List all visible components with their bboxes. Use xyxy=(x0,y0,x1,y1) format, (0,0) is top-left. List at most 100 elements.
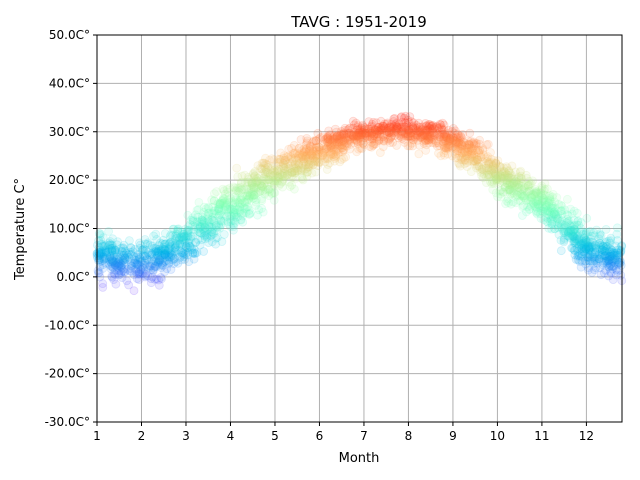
data-point xyxy=(445,135,455,145)
data-point xyxy=(114,257,124,267)
data-point xyxy=(289,184,299,194)
data-point xyxy=(307,168,317,178)
data-point xyxy=(104,226,113,236)
y-tick-label: 20.0C° xyxy=(49,173,90,187)
data-point xyxy=(299,165,309,175)
data-point xyxy=(182,226,192,236)
data-point xyxy=(402,129,412,139)
data-point xyxy=(504,173,514,182)
data-point xyxy=(579,244,589,254)
data-point xyxy=(489,171,499,181)
data-point xyxy=(384,123,394,133)
data-point xyxy=(265,175,274,185)
data-point xyxy=(585,226,595,236)
y-tick-label: 30.0C° xyxy=(49,125,90,139)
data-point xyxy=(308,154,318,164)
data-point xyxy=(519,193,529,203)
data-point xyxy=(111,279,121,289)
data-point xyxy=(334,140,344,150)
grid xyxy=(96,34,622,423)
data-point xyxy=(474,162,484,172)
data-point xyxy=(343,136,353,145)
data-point xyxy=(481,178,491,188)
data-point xyxy=(579,233,589,243)
data-point xyxy=(383,134,393,144)
data-point xyxy=(483,152,493,161)
data-point xyxy=(330,133,340,143)
data-point xyxy=(219,230,229,239)
data-point xyxy=(327,146,337,156)
data-point xyxy=(270,164,280,174)
data-point xyxy=(464,139,474,149)
data-point xyxy=(537,181,547,191)
data-point xyxy=(403,129,413,139)
data-point xyxy=(193,205,203,215)
data-point xyxy=(361,131,371,141)
data-point xyxy=(358,135,368,145)
data-point xyxy=(338,147,348,157)
data-point xyxy=(240,203,249,213)
data-point xyxy=(591,263,601,273)
data-point xyxy=(298,156,308,166)
data-point xyxy=(251,200,261,210)
data-point xyxy=(473,155,482,165)
data-point xyxy=(229,182,239,192)
data-point xyxy=(616,257,625,267)
data-point xyxy=(597,247,607,257)
data-point xyxy=(563,231,573,241)
data-point xyxy=(471,145,480,155)
data-point xyxy=(106,261,116,271)
data-point xyxy=(286,152,296,162)
data-point xyxy=(585,250,595,260)
data-point xyxy=(443,142,453,152)
data-point xyxy=(289,148,299,158)
data-point xyxy=(544,223,554,233)
data-point xyxy=(179,249,189,259)
data-point xyxy=(140,260,150,270)
data-point xyxy=(259,167,269,177)
data-point xyxy=(236,215,246,225)
data-point xyxy=(396,126,406,136)
data-point xyxy=(522,187,532,197)
data-point xyxy=(479,169,489,179)
data-point xyxy=(101,246,111,256)
data-point xyxy=(595,238,604,248)
data-point xyxy=(173,226,183,236)
data-point xyxy=(109,275,119,285)
data-point xyxy=(345,144,355,154)
data-point xyxy=(225,183,235,193)
data-point xyxy=(382,127,392,136)
data-point xyxy=(504,185,514,195)
data-point xyxy=(542,197,552,207)
data-point xyxy=(150,243,160,253)
data-point xyxy=(208,208,217,218)
data-point xyxy=(200,231,209,241)
data-point xyxy=(147,249,157,259)
data-point xyxy=(279,171,289,181)
data-point xyxy=(604,262,614,272)
data-point xyxy=(132,269,142,279)
data-point xyxy=(408,121,418,131)
data-point xyxy=(280,164,290,174)
data-point xyxy=(188,248,198,258)
data-point xyxy=(584,263,593,273)
data-point xyxy=(338,136,348,145)
data-point xyxy=(574,241,584,251)
data-point xyxy=(556,246,566,256)
data-point xyxy=(149,256,159,266)
data-point xyxy=(472,138,482,148)
data-point xyxy=(469,137,479,147)
data-point xyxy=(467,143,477,153)
data-point xyxy=(165,248,175,258)
data-point xyxy=(349,134,359,144)
data-point xyxy=(179,235,189,245)
y-tick-label: 10.0C° xyxy=(49,222,90,236)
data-point xyxy=(114,256,124,266)
data-point xyxy=(572,208,582,218)
data-point xyxy=(194,227,204,236)
data-point xyxy=(513,183,523,192)
data-point xyxy=(539,186,549,196)
data-point xyxy=(455,135,465,145)
data-point xyxy=(586,234,596,244)
data-point xyxy=(554,199,563,209)
